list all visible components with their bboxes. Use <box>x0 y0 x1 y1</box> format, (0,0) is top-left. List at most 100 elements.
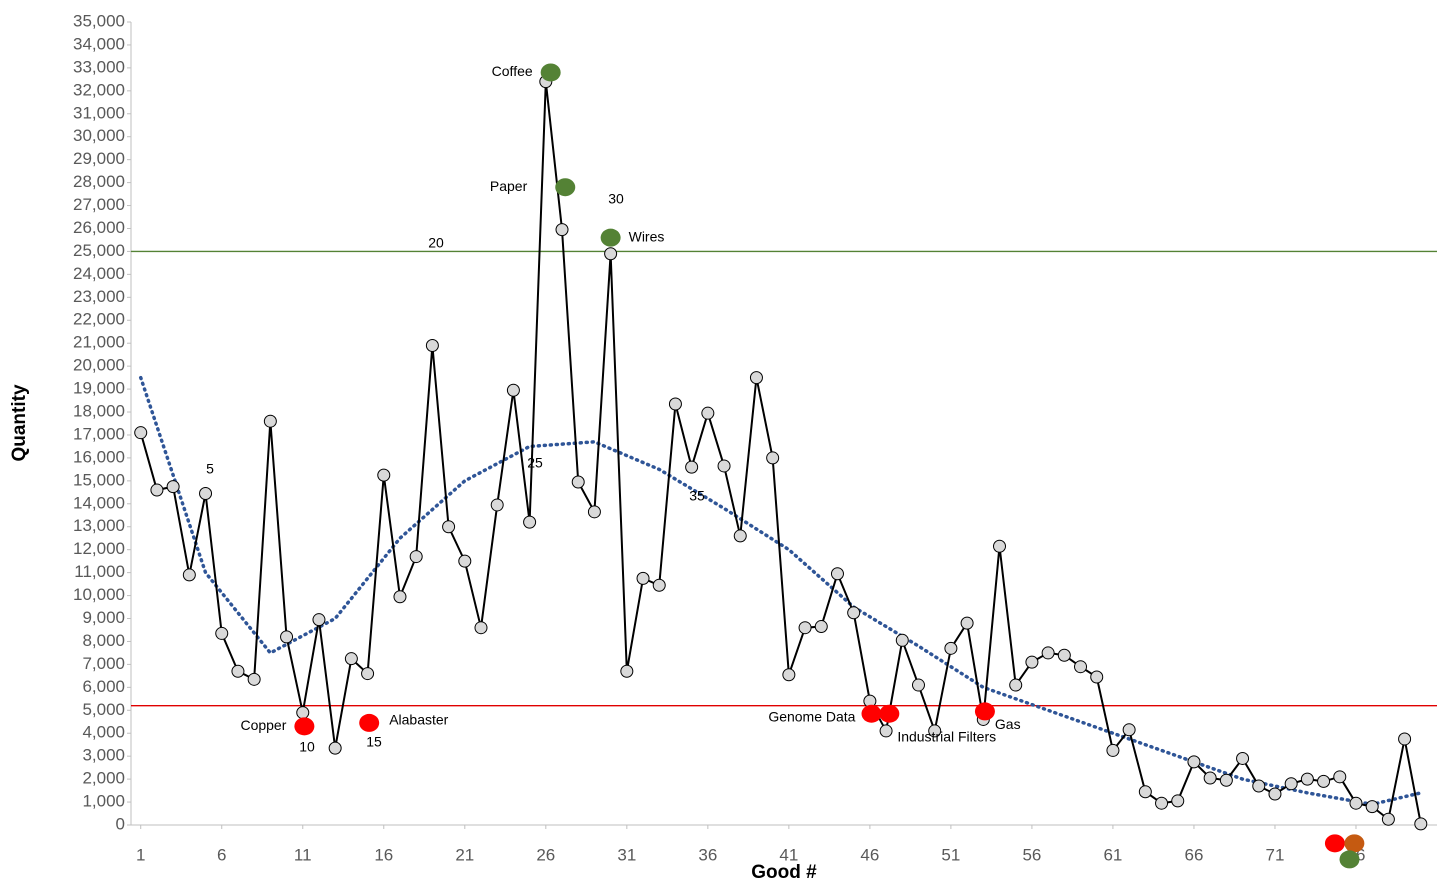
point-label: 15 <box>366 734 382 750</box>
highlight-point <box>540 63 561 82</box>
data-point <box>1187 755 1201 769</box>
x-tick-label: 56 <box>1022 845 1041 864</box>
highlight-point <box>294 717 315 736</box>
point-label: 35 <box>689 488 705 504</box>
highlight-point <box>974 702 995 721</box>
data-point <box>847 606 861 620</box>
data-point <box>1025 655 1039 669</box>
x-tick-label: 26 <box>536 845 555 864</box>
y-tick-label: 31,000 <box>73 103 125 122</box>
data-point <box>215 626 229 640</box>
x-tick-label: 36 <box>698 845 717 864</box>
x-tick-label: 41 <box>779 845 798 864</box>
data-point <box>344 652 358 666</box>
y-tick-label: 9,000 <box>82 608 125 627</box>
x-tick-label: 1 <box>136 845 145 864</box>
y-tick-label: 33,000 <box>73 57 125 76</box>
data-point <box>1057 648 1071 662</box>
y-tick-label: 2,000 <box>82 769 125 788</box>
data-point <box>1090 670 1104 684</box>
data-point <box>701 406 715 420</box>
data-point <box>928 724 942 738</box>
y-tick-label: 4,000 <box>82 723 125 742</box>
y-tick-label: 23,000 <box>73 287 125 306</box>
data-point <box>1268 787 1282 801</box>
y-tick-label: 7,000 <box>82 654 125 673</box>
y-tick-label: 6,000 <box>82 677 125 696</box>
data-point <box>1414 817 1428 831</box>
data-point <box>766 451 780 465</box>
data-point <box>1252 779 1266 793</box>
data-point <box>620 664 634 678</box>
data-point <box>1236 751 1250 765</box>
y-tick-label: 29,000 <box>73 149 125 168</box>
highlight-point <box>359 713 380 732</box>
data-point <box>1284 777 1298 791</box>
y-tick-label: 26,000 <box>73 218 125 237</box>
highlight-label: Genome Data <box>768 708 855 724</box>
y-tick-label: 30,000 <box>73 126 125 145</box>
point-label: 10 <box>299 739 315 755</box>
data-point <box>1219 773 1233 787</box>
data-point <box>830 567 844 581</box>
data-point <box>993 539 1007 553</box>
data-point <box>1398 732 1412 746</box>
highlight-point <box>600 228 621 247</box>
data-point <box>150 483 164 497</box>
y-tick-label: 0 <box>116 814 125 833</box>
y-tick-label: 11,000 <box>74 562 125 581</box>
y-tick-label: 12,000 <box>73 539 125 558</box>
data-point <box>636 571 650 585</box>
highlight-point <box>555 178 576 197</box>
highlight-label: Industrial Filters <box>897 728 996 744</box>
data-point <box>280 630 294 644</box>
data-point <box>652 578 666 592</box>
data-point <box>458 554 472 568</box>
point-label: 20 <box>428 235 444 251</box>
y-tick-label: 28,000 <box>73 172 125 191</box>
data-point <box>328 741 342 755</box>
data-point <box>490 498 504 512</box>
y-tick-label: 15,000 <box>73 470 125 489</box>
data-point <box>782 668 796 682</box>
y-axis-title: Quantity <box>9 384 30 461</box>
x-tick-label: 61 <box>1103 845 1122 864</box>
data-point <box>555 223 569 237</box>
data-point <box>911 678 925 692</box>
x-tick-label: 21 <box>455 845 474 864</box>
data-point <box>1138 785 1152 799</box>
data-point <box>393 590 407 604</box>
data-point <box>134 426 148 440</box>
y-tick-label: 16,000 <box>73 447 125 466</box>
y-tick-label: 27,000 <box>73 195 125 214</box>
y-tick-label: 18,000 <box>73 402 125 421</box>
data-point <box>409 550 423 564</box>
data-point <box>587 505 601 519</box>
data-point <box>474 621 488 635</box>
highlight-point <box>1339 850 1360 869</box>
x-axis-title: Good # <box>751 862 817 883</box>
data-point <box>1009 678 1023 692</box>
y-tick-label: 21,000 <box>73 333 125 352</box>
data-point <box>263 414 277 428</box>
data-point <box>814 620 828 634</box>
data-point <box>1041 646 1055 660</box>
x-tick-label: 51 <box>941 845 960 864</box>
highlight-point <box>861 704 882 723</box>
y-tick-label: 5,000 <box>82 700 125 719</box>
data-point <box>247 672 261 686</box>
data-point <box>749 371 763 385</box>
data-point <box>506 383 520 397</box>
y-tick-label: 34,000 <box>73 34 125 53</box>
data-point <box>571 475 585 489</box>
trend-line <box>138 375 1423 807</box>
data-point <box>1349 796 1363 810</box>
data-point <box>717 459 731 473</box>
x-tick-label: 6 <box>217 845 226 864</box>
data-point <box>231 664 245 678</box>
data-point <box>1381 812 1395 826</box>
highlight-label: Coffee <box>492 63 533 79</box>
y-tick-label: 14,000 <box>73 493 125 512</box>
y-tick-label: 35,000 <box>73 11 125 30</box>
